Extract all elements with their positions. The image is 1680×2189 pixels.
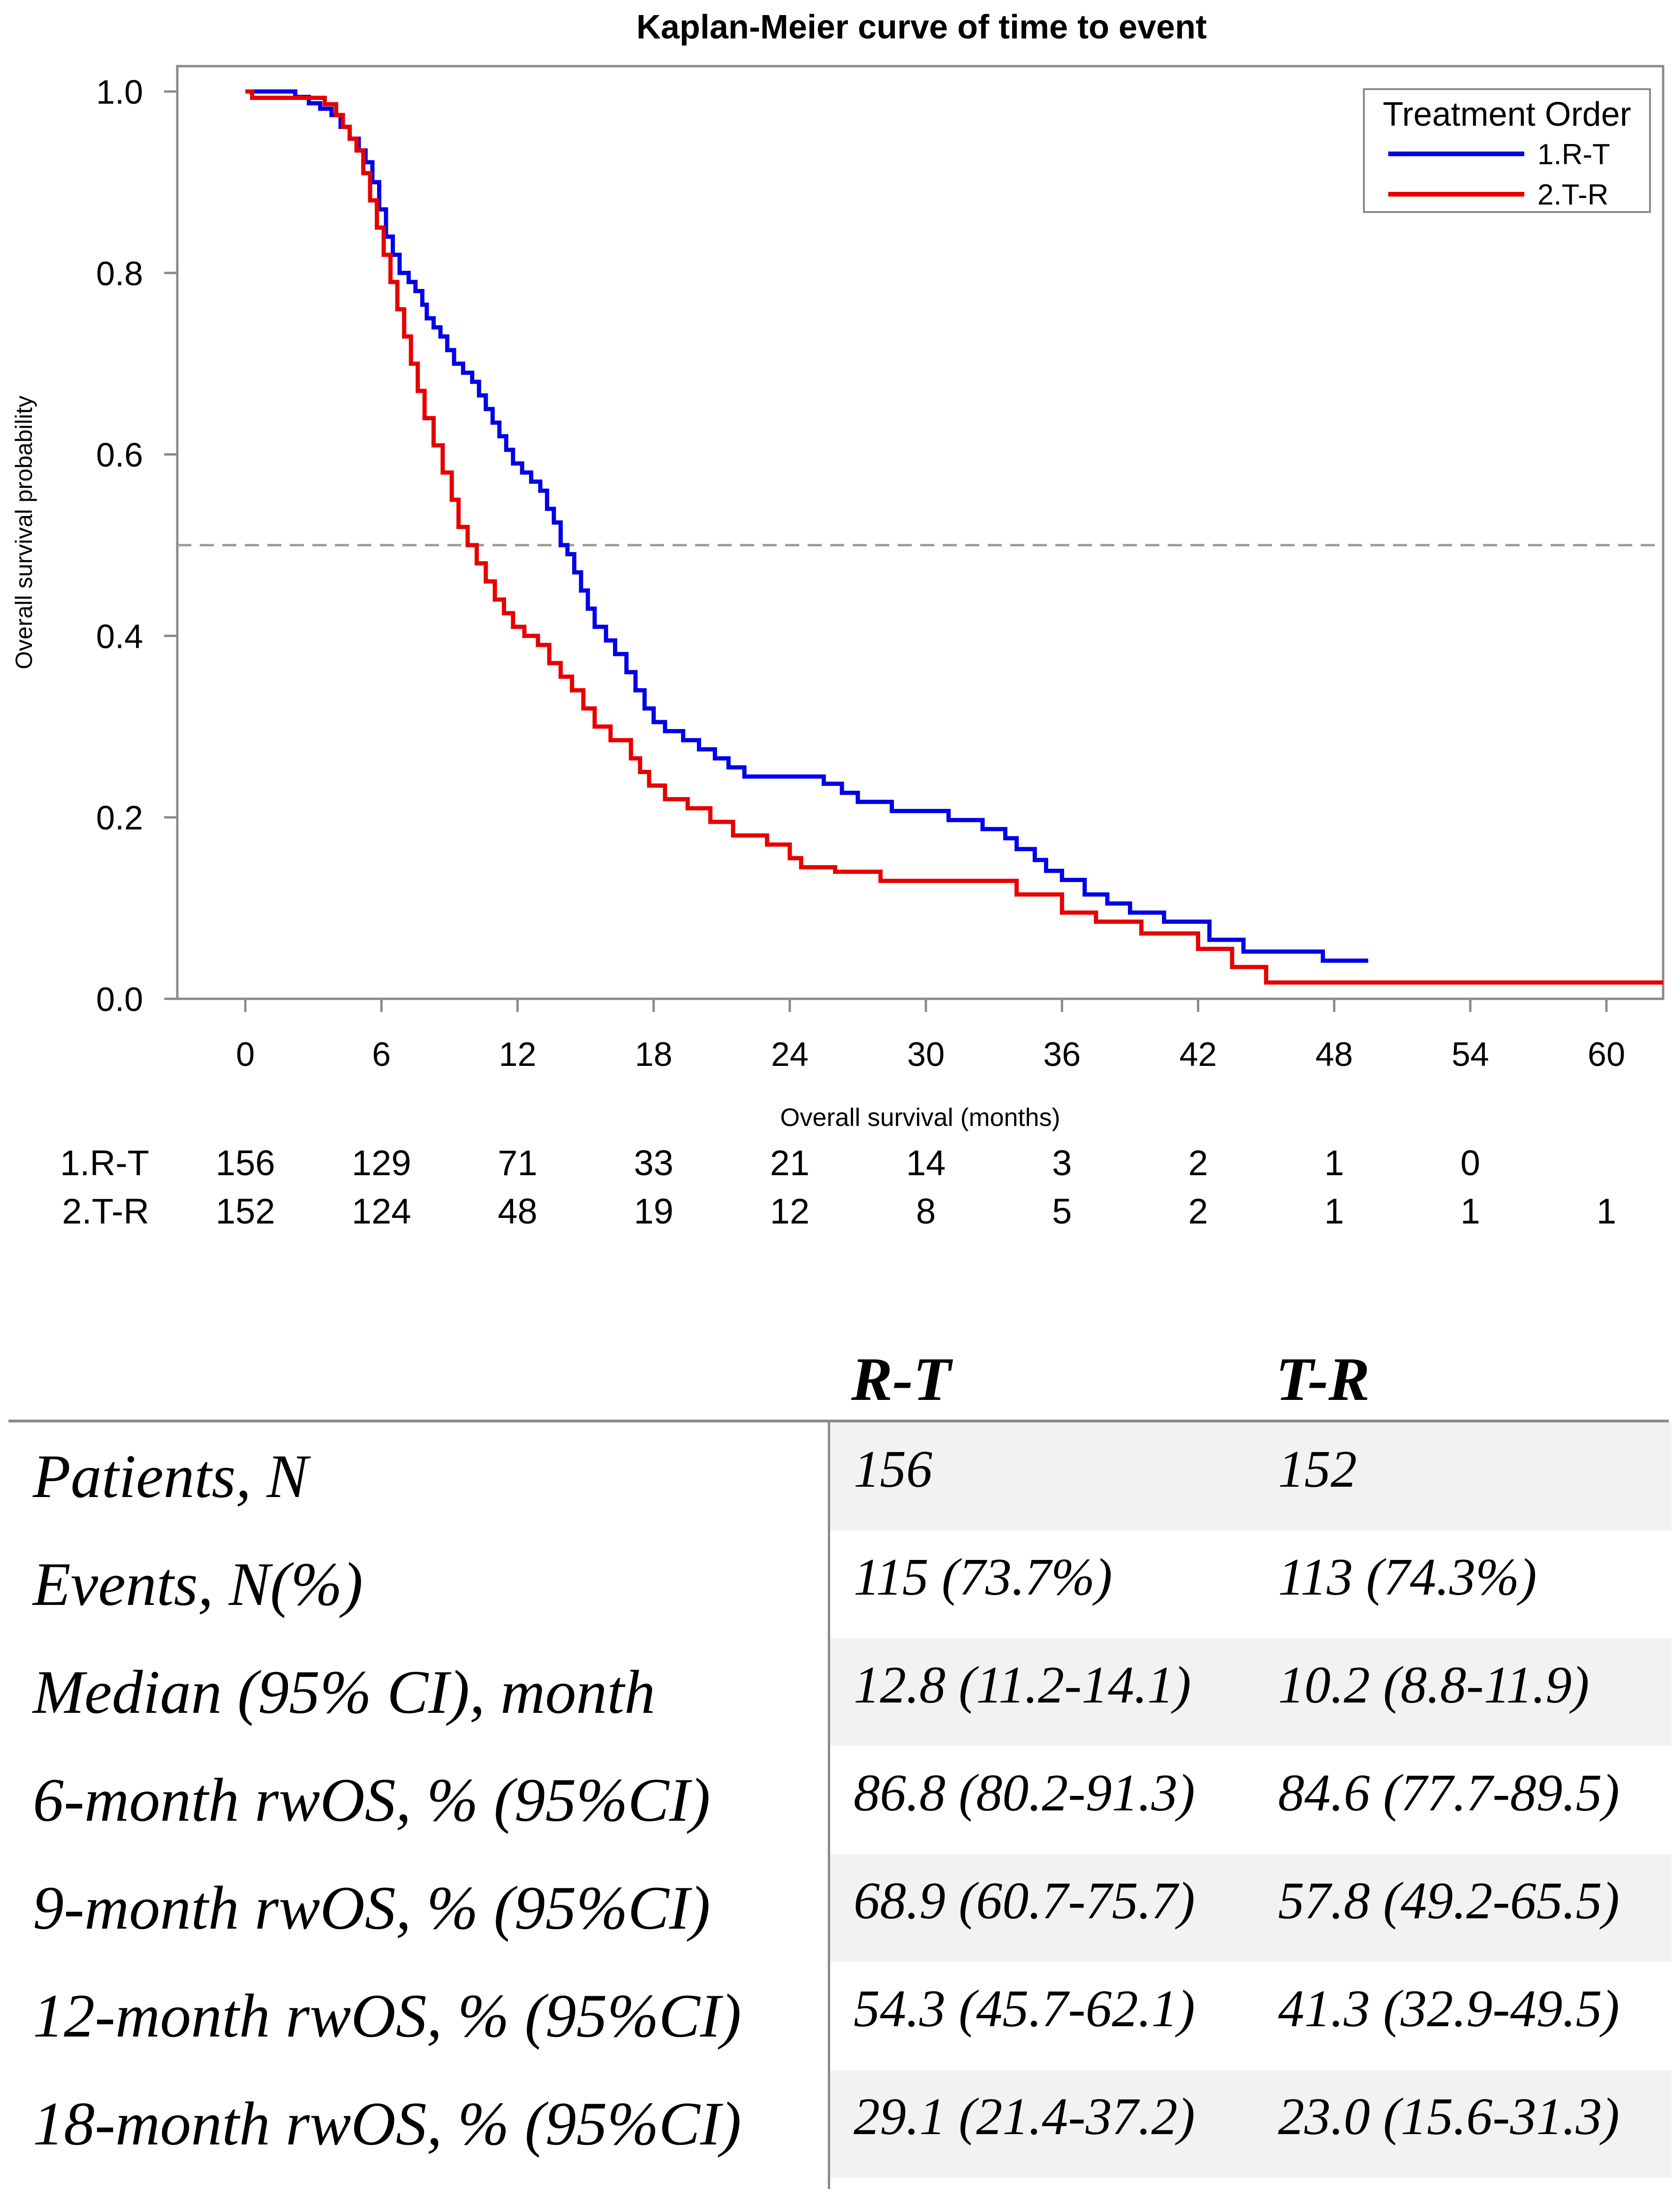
x-tick-label: 60	[1588, 1036, 1625, 1073]
column-header-tr: T-R	[1276, 1345, 1370, 1414]
cell-rt: 156	[854, 1440, 932, 1498]
y-tick-label: 0.8	[96, 255, 143, 293]
legend-label-rt: 1.R-T	[1537, 138, 1610, 171]
legend-label-tr: 2.T-R	[1537, 179, 1609, 211]
cell-tr: 152	[1278, 1440, 1357, 1498]
x-tick-label: 30	[907, 1036, 945, 1073]
risk-count: 2	[1188, 1143, 1208, 1183]
x-axis-label: Overall survival (months)	[780, 1103, 1060, 1132]
risk-count: 71	[498, 1143, 537, 1183]
row-label: 12-month rwOS, % (95%CI)	[33, 1981, 742, 2050]
summary-table-header: R-T T-R	[0, 1337, 1680, 1421]
cell-rt: 68.9 (60.7-75.7)	[854, 1872, 1195, 1930]
survival-curves	[245, 89, 1663, 985]
risk-count: 124	[352, 1192, 411, 1231]
cell-tr: 57.8 (49.2-65.5)	[1278, 1872, 1619, 1930]
cell-rt: 12.8 (11.2-14.1)	[854, 1656, 1191, 1714]
legend: Treatment Order 1.R-T 2.T-R	[1363, 88, 1651, 213]
risk-count: 5	[1052, 1192, 1072, 1231]
x-tick-label: 42	[1179, 1036, 1217, 1073]
risk-count: 0	[1461, 1143, 1480, 1183]
cell-rt: 115 (73.7%)	[854, 1548, 1112, 1606]
x-axis: 0 6 12 18 24 30 36 42 48 54 60	[236, 999, 1625, 1073]
chart-title: Kaplan-Meier curve of time to event	[636, 8, 1207, 46]
cell-tr: 113 (74.3%)	[1278, 1548, 1537, 1606]
row-label: 6-month rwOS, % (95%CI)	[33, 1765, 711, 1834]
km-curve-tr	[245, 89, 1663, 985]
x-tick-label: 48	[1316, 1036, 1353, 1073]
row-label: Patients, N	[33, 1442, 308, 1511]
table-row: 12-month rwOS, % (95%CI) 54.3 (45.7-62.1…	[0, 1962, 1680, 2070]
risk-count: 2	[1188, 1192, 1208, 1231]
header-divider	[8, 1420, 1669, 1422]
risk-count: 152	[216, 1192, 275, 1231]
row-label: 18-month rwOS, % (95%CI)	[33, 2089, 742, 2158]
x-tick-label: 24	[771, 1036, 809, 1073]
table-row: Events, N(%) 115 (73.7%) 113 (74.3%)	[0, 1530, 1680, 1638]
risk-count: 1	[1324, 1143, 1344, 1183]
cell-tr: 41.3 (32.9-49.5)	[1278, 1980, 1619, 2038]
risk-row-label: 1.R-T	[60, 1143, 149, 1183]
y-tick-label: 0.0	[96, 981, 143, 1018]
summary-table: R-T T-R Patients, N 156 152 Events, N(%)…	[0, 1337, 1680, 2189]
cell-tr: 84.6 (77.7-89.5)	[1278, 1764, 1619, 1822]
column-header-rt: R-T	[851, 1345, 951, 1414]
risk-count: 19	[634, 1192, 674, 1231]
y-axis: 0.0 0.2 0.4 0.6 0.8 1.0	[96, 74, 177, 1018]
cell-rt: 29.1 (21.4-37.2)	[854, 2088, 1195, 2146]
risk-count: 3	[1052, 1143, 1072, 1183]
table-row: Patients, N 156 152	[0, 1422, 1680, 1530]
cell-rt: 86.8 (80.2-91.3)	[854, 1764, 1195, 1822]
legend-box	[1363, 88, 1651, 213]
table-row: 9-month rwOS, % (95%CI) 68.9 (60.7-75.7)…	[0, 1854, 1680, 1962]
x-tick-label: 18	[635, 1036, 673, 1073]
risk-table: 1.R-T 156 129 71 33 21 14 3 2 1 02.T-R 152 124 48 19 12…	[60, 1143, 1616, 1231]
x-tick-label: 0	[236, 1036, 255, 1073]
table-row: Median (95% CI), month 12.8 (11.2-14.1) …	[0, 1638, 1680, 1746]
cell-tr: 10.2 (8.8-11.9)	[1278, 1656, 1589, 1714]
risk-count: 33	[634, 1143, 674, 1183]
y-tick-label: 1.0	[96, 74, 143, 111]
km-curve-rt	[245, 89, 1369, 963]
table-row: 18-month rwOS, % (95%CI) 29.1 (21.4-37.2…	[0, 2070, 1680, 2178]
risk-count: 156	[216, 1143, 275, 1183]
x-tick-label: 36	[1043, 1036, 1081, 1073]
risk-count: 14	[906, 1143, 946, 1183]
risk-count: 1	[1461, 1192, 1480, 1231]
y-tick-label: 0.2	[96, 799, 143, 837]
cell-tr: 23.0 (15.6-31.3)	[1278, 2088, 1619, 2146]
row-label: Events, N(%)	[33, 1550, 363, 1619]
legend-title: Treatment Order	[1383, 96, 1631, 133]
row-label: Median (95% CI), month	[33, 1657, 656, 1726]
summary-table-body: Patients, N 156 152 Events, N(%) 115 (73…	[0, 1422, 1680, 2178]
row-label: 9-month rwOS, % (95%CI)	[33, 1873, 711, 1942]
table-row: 6-month rwOS, % (95%CI) 86.8 (80.2-91.3)…	[0, 1746, 1680, 1854]
risk-count: 12	[770, 1192, 810, 1231]
x-tick-label: 54	[1452, 1036, 1489, 1073]
cell-rt: 54.3 (45.7-62.1)	[854, 1980, 1195, 2038]
risk-count: 8	[916, 1192, 936, 1231]
risk-count: 1	[1597, 1192, 1616, 1231]
y-axis-label: Overall survival probability	[11, 395, 37, 669]
plot-frame	[176, 65, 1665, 1000]
y-tick-label: 0.4	[96, 618, 143, 655]
risk-count: 129	[352, 1143, 411, 1183]
risk-count: 48	[498, 1192, 537, 1231]
column-divider	[828, 1420, 830, 2189]
risk-count: 21	[770, 1143, 810, 1183]
y-tick-label: 0.6	[96, 437, 143, 474]
risk-count: 1	[1324, 1192, 1344, 1231]
risk-row-label: 2.T-R	[62, 1192, 149, 1231]
x-tick-label: 12	[499, 1036, 536, 1073]
km-chart: Kaplan-Meier curve of time to event 0.00…	[11, 8, 1665, 1231]
x-tick-label: 6	[372, 1036, 391, 1073]
